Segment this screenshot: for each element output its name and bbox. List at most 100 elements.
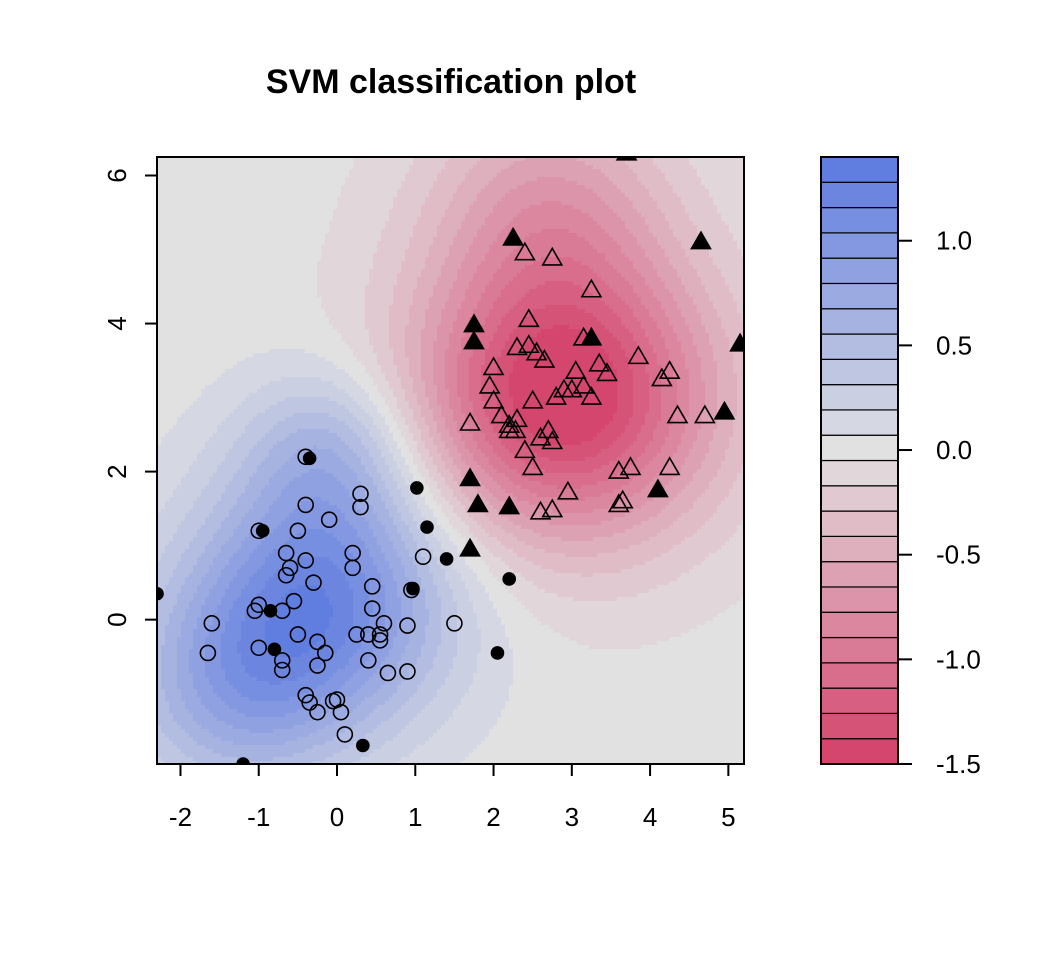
- surface-cell: [161, 273, 166, 278]
- surface-cell: [685, 233, 690, 238]
- surface-cell: [253, 289, 258, 294]
- surface-cell: [449, 253, 454, 258]
- surface-cell: [641, 229, 646, 234]
- surface-cell: [445, 257, 450, 262]
- surface-cell: [173, 177, 178, 182]
- surface-cell: [321, 161, 326, 166]
- surface-cell: [241, 193, 246, 198]
- surface-cell: [605, 249, 610, 254]
- surface-cell: [417, 165, 422, 170]
- surface-cell: [461, 173, 466, 178]
- surface-cell: [681, 229, 686, 234]
- surface-cell: [185, 181, 190, 186]
- surface-cell: [229, 185, 234, 190]
- surface-cell: [225, 281, 230, 286]
- surface-cell: [385, 233, 390, 238]
- surface-cell: [305, 249, 310, 254]
- surface-cell: [373, 289, 378, 294]
- surface-cell: [701, 169, 706, 174]
- surface-cell: [269, 285, 274, 290]
- surface-cell: [257, 277, 262, 282]
- surface-cell: [369, 225, 374, 230]
- surface-cell: [665, 157, 670, 162]
- surface-cell: [237, 257, 242, 262]
- surface-cell: [561, 181, 566, 186]
- surface-cell: [393, 217, 398, 222]
- surface-cell: [701, 185, 706, 190]
- surface-cell: [597, 157, 602, 162]
- surface-cell: [365, 269, 370, 274]
- surface-cell: [293, 273, 298, 278]
- surface-cell: [493, 161, 498, 166]
- surface-cell: [325, 257, 330, 262]
- surface-cell: [497, 225, 502, 230]
- surface-cell: [701, 253, 706, 258]
- surface-cell: [661, 213, 666, 218]
- surface-cell: [357, 285, 362, 290]
- surface-cell: [185, 281, 190, 286]
- surface-cell: [557, 237, 562, 242]
- surface-cell: [505, 185, 510, 190]
- surface-cell: [165, 241, 170, 246]
- surface-cell: [517, 285, 522, 290]
- surface-cell: [305, 253, 310, 258]
- surface-cell: [733, 181, 738, 186]
- surface-cell: [625, 269, 630, 274]
- surface-cell: [405, 181, 410, 186]
- surface-cell: [561, 261, 566, 266]
- surface-cell: [189, 261, 194, 266]
- surface-cell: [521, 165, 526, 170]
- surface-cell: [269, 189, 274, 194]
- surface-cell: [625, 229, 630, 234]
- surface-cell: [693, 249, 698, 254]
- surface-cell: [281, 213, 286, 218]
- surface-cell: [301, 165, 306, 170]
- surface-cell: [477, 289, 482, 294]
- surface-cell: [377, 241, 382, 246]
- surface-cell: [317, 201, 322, 206]
- surface-cell: [573, 201, 578, 206]
- surface-cell: [353, 277, 358, 282]
- surface-cell: [613, 185, 618, 190]
- surface-cell: [557, 205, 562, 210]
- surface-cell: [353, 189, 358, 194]
- surface-cell: [461, 181, 466, 186]
- surface-cell: [621, 205, 626, 210]
- surface-cell: [729, 261, 734, 266]
- surface-cell: [465, 249, 470, 254]
- surface-cell: [573, 225, 578, 230]
- surface-cell: [533, 177, 538, 182]
- surface-cell: [733, 285, 738, 290]
- surface-cell: [341, 193, 346, 198]
- surface-cell: [621, 169, 626, 174]
- surface-cell: [169, 285, 174, 290]
- surface-cell: [585, 265, 590, 270]
- surface-cell: [421, 261, 426, 266]
- surface-cell: [481, 281, 486, 286]
- surface-cell: [173, 269, 178, 274]
- surface-cell: [717, 165, 722, 170]
- surface-cell: [305, 189, 310, 194]
- surface-cell: [165, 165, 170, 170]
- surface-cell: [289, 233, 294, 238]
- surface-cell: [209, 229, 214, 234]
- surface-cell: [401, 237, 406, 242]
- surface-cell: [285, 241, 290, 246]
- surface-cell: [357, 205, 362, 210]
- surface-cell: [365, 261, 370, 266]
- surface-cell: [653, 229, 658, 234]
- surface-cell: [517, 261, 522, 266]
- surface-cell: [441, 233, 446, 238]
- surface-cell: [605, 261, 610, 266]
- surface-cell: [453, 193, 458, 198]
- surface-cell: [537, 209, 542, 214]
- surface-cell: [641, 277, 646, 282]
- surface-cell: [517, 217, 522, 222]
- surface-cell: [321, 277, 326, 282]
- surface-cell: [697, 173, 702, 178]
- surface-cell: [377, 261, 382, 266]
- surface-cell: [281, 265, 286, 270]
- surface-cell: [233, 237, 238, 242]
- surface-cell: [713, 161, 718, 166]
